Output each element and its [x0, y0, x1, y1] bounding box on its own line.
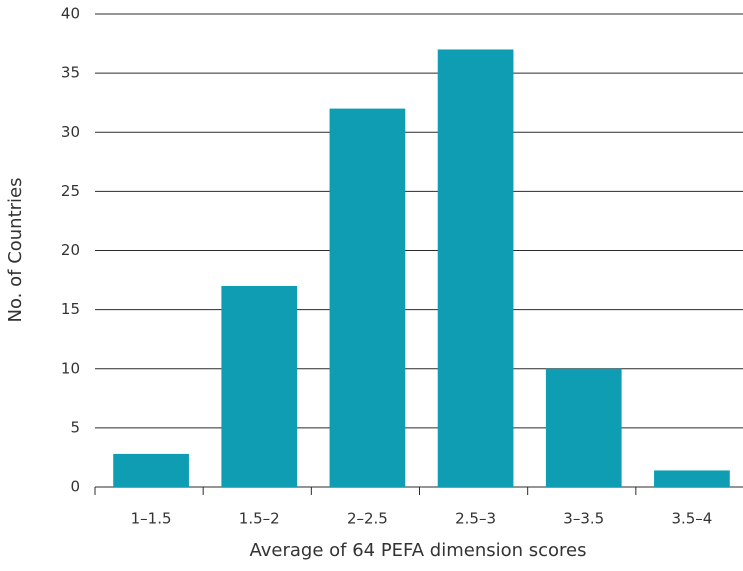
x-tick-label: 3–3.5: [563, 510, 604, 528]
y-tick-label: 5: [70, 418, 80, 436]
y-tick-label: 0: [70, 478, 80, 496]
x-tick-label: 3.5–4: [671, 510, 712, 528]
x-tick-label: 2.5–3: [455, 510, 496, 528]
y-tick-label: 25: [61, 182, 80, 200]
y-tick-label: 20: [61, 241, 80, 259]
x-tick-label: 2–2.5: [347, 510, 388, 528]
x-tick-label: 1.5–2: [239, 510, 280, 528]
bar: [113, 453, 189, 487]
y-tick-label: 15: [61, 300, 80, 318]
y-tick-label: 10: [61, 359, 80, 377]
bar: [545, 368, 622, 487]
bar: [329, 108, 406, 487]
y-tick-label: 30: [61, 123, 80, 141]
bar: [437, 49, 514, 487]
x-axis-label: Average of 64 PEFA dimension scores: [249, 540, 586, 561]
y-axis-label: No. of Countries: [5, 178, 26, 323]
y-tick-label: 35: [61, 64, 80, 82]
bar: [654, 470, 730, 487]
x-tick-label: 1–1.5: [131, 510, 172, 528]
y-tick-label: 40: [61, 5, 80, 23]
bar: [221, 285, 298, 487]
